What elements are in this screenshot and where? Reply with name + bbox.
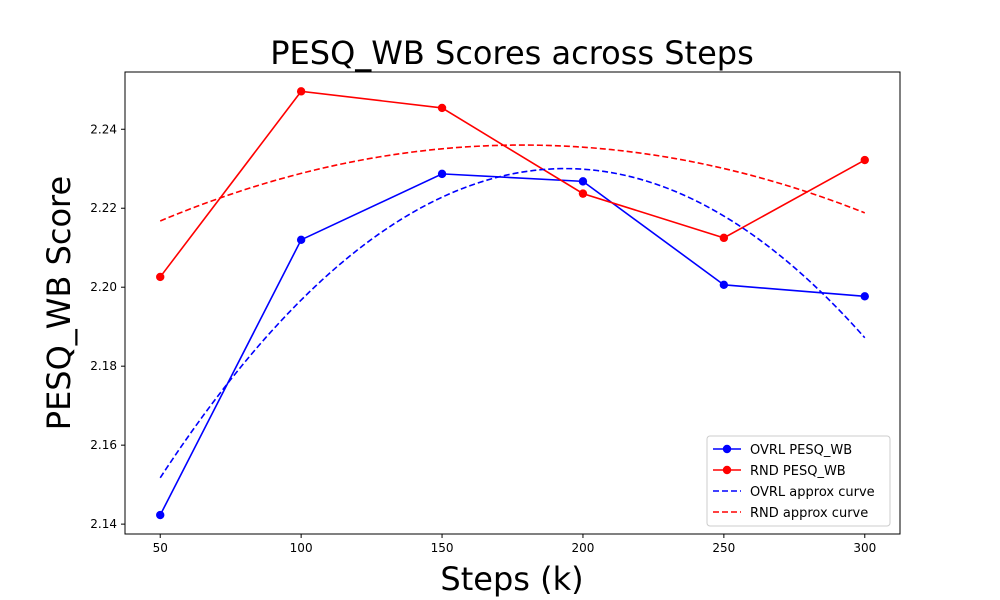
x-axis: 50 100 150 200 250 300 <box>153 534 876 555</box>
data-point <box>719 233 729 243</box>
series-rnd-pesq-wb <box>156 87 869 282</box>
legend-label: RND PESQ_WB <box>750 464 846 479</box>
x-tick-label: 300 <box>853 541 876 555</box>
plot-frame <box>124 71 901 535</box>
legend-label: RND approx curve <box>750 506 868 521</box>
x-tick-label: 50 <box>153 541 168 555</box>
series-layer <box>156 87 869 520</box>
data-point <box>296 235 306 245</box>
legend-entry: RND approx curve <box>713 506 868 521</box>
data-point <box>437 103 447 113</box>
legend-box <box>706 435 891 527</box>
series-line <box>159 90 866 278</box>
legend-label: OVRL approx curve <box>750 485 875 500</box>
legend-marker <box>722 465 732 475</box>
legend: OVRL PESQ_WB RND PESQ_WB OVRL approx curve… <box>706 435 891 527</box>
y-tick-label: 2.20 <box>90 280 117 294</box>
data-point <box>296 87 306 96</box>
data-point <box>437 169 447 179</box>
x-tick-label: 250 <box>712 541 735 555</box>
x-tick-label: 100 <box>290 541 313 555</box>
data-point <box>578 177 588 186</box>
y-tick-label: 2.22 <box>90 201 117 215</box>
x-tick-label: 150 <box>431 541 454 555</box>
legend-label: OVRL PESQ_WB <box>750 443 852 458</box>
y-axis: 2.14 2.16 2.18 2.20 2.22 2.24 <box>90 122 125 531</box>
data-point <box>860 155 869 165</box>
series-ovrl-approx-curve <box>159 167 866 479</box>
series-ovrl-pesq-wb <box>156 169 869 520</box>
legend-entry: OVRL approx curve <box>713 485 875 500</box>
chart-title: PESQ_WB Scores across Steps <box>270 34 754 72</box>
series-line <box>159 167 866 479</box>
legend-entry: RND PESQ_WB <box>713 464 846 479</box>
y-tick-label: 2.18 <box>90 359 117 373</box>
data-point <box>156 272 165 282</box>
legend-marker <box>722 444 732 454</box>
legend-entry: OVRL PESQ_WB <box>713 443 852 458</box>
series-line <box>159 144 866 222</box>
series-rnd-approx-curve <box>159 144 866 222</box>
x-axis-label: Steps (k) <box>440 560 583 598</box>
y-tick-label: 2.16 <box>90 438 117 452</box>
data-point <box>719 280 729 290</box>
y-axis-label: PESQ_WB Score <box>40 176 78 430</box>
series-line <box>159 173 865 516</box>
data-point <box>578 189 588 198</box>
data-point <box>156 510 165 520</box>
y-tick-label: 2.14 <box>90 517 117 531</box>
y-tick-label: 2.24 <box>90 122 117 136</box>
data-point <box>860 292 869 301</box>
x-tick-label: 200 <box>572 541 595 555</box>
